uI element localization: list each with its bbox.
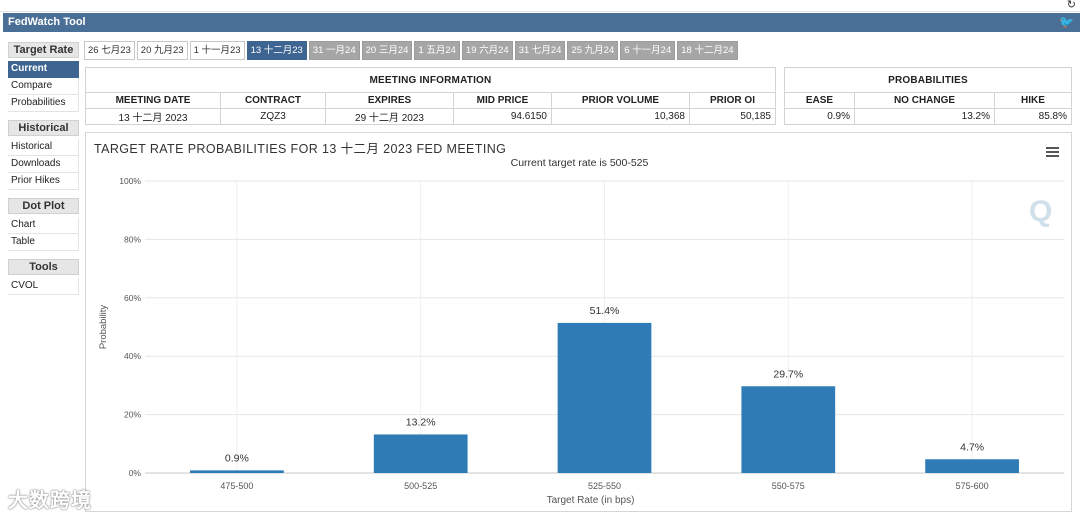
header-contract: CONTRACT	[220, 92, 326, 109]
sidebar-item-current[interactable]: Current	[8, 61, 79, 78]
refresh-icon[interactable]: ↻	[1066, 0, 1076, 11]
sidebar-section-header: Dot Plot	[8, 198, 79, 214]
sidebar-item-downloads[interactable]: Downloads	[8, 156, 79, 173]
probability-chart-panel: TARGET RATE PROBABILITIES FOR 13 十二月 202…	[85, 132, 1072, 512]
meeting-date-tab[interactable]: 25 九月24	[567, 41, 619, 60]
tool-title: FedWatch Tool	[8, 16, 86, 28]
header-expires: EXPIRES	[325, 92, 454, 109]
x-tick-label: 525-550	[588, 481, 621, 491]
x-tick-label: 475-500	[220, 481, 253, 491]
sidebar-item-prior-hikes[interactable]: Prior Hikes	[8, 173, 79, 190]
chart-title: TARGET RATE PROBABILITIES FOR 13 十二月 202…	[94, 142, 507, 156]
data-label: 13.2%	[406, 416, 436, 428]
meeting-date-tab[interactable]: 1 五月24	[414, 41, 460, 60]
x-tick-label: 550-575	[772, 481, 805, 491]
sidebar-item-chart[interactable]: Chart	[8, 217, 79, 234]
meeting-date-tab[interactable]: 31 七月24	[514, 41, 566, 60]
sidebar-section-header: Historical	[8, 120, 79, 136]
meeting-date-tab[interactable]: 6 十一月24	[620, 41, 676, 60]
sidebar-item-table[interactable]: Table	[8, 234, 79, 251]
meeting-date-tab[interactable]: 18 十二月24	[677, 41, 738, 60]
value-contract: ZQZ3	[220, 108, 326, 125]
y-tick-label: 100%	[119, 176, 141, 186]
probabilities-table: PROBABILITIES EASE NO CHANGE HIKE 0.9% 1…	[784, 67, 1072, 125]
value-mid-price: 94.6150	[453, 108, 552, 125]
data-label: 29.7%	[773, 368, 803, 380]
sidebar-item-probabilities[interactable]: Probabilities	[8, 95, 79, 112]
x-axis-title: Target Rate (in bps)	[547, 495, 635, 506]
meeting-date-tab[interactable]: 20 三月24	[361, 41, 413, 60]
value-prior-volume: 10,368	[551, 108, 690, 125]
y-tick-label: 20%	[124, 410, 141, 420]
y-tick-label: 80%	[124, 234, 141, 244]
header-meeting-date: MEETING DATE	[85, 92, 221, 109]
x-tick-label: 575-600	[956, 481, 989, 491]
meeting-date-tab[interactable]: 13 十二月23	[246, 41, 307, 60]
chart-menu-icon[interactable]	[1046, 147, 1059, 157]
sidebar-section-header: Target Rate	[8, 42, 79, 58]
chart-subtitle: Current target rate is 500-525	[510, 157, 649, 169]
sidebar-section-header: Tools	[8, 259, 79, 275]
browser-top-strip: ↻	[0, 0, 1080, 12]
meeting-information-table: MEETING INFORMATION MEETING DATE CONTRAC…	[85, 67, 776, 125]
watermark-text: 大数跨境	[8, 490, 92, 512]
bar-500-525	[373, 434, 468, 473]
header-prior-oi: PRIOR OI	[689, 92, 776, 109]
sidebar-item-cvol[interactable]: CVOL	[8, 278, 79, 295]
tool-title-bar: FedWatch Tool 🐦	[3, 13, 1080, 32]
meeting-date-tab[interactable]: 26 七月23	[84, 41, 135, 60]
header-prior-volume: PRIOR VOLUME	[551, 92, 690, 109]
sidebar-item-compare[interactable]: Compare	[8, 78, 79, 95]
meeting-date-tab[interactable]: 20 九月23	[136, 41, 188, 60]
quikstrike-logo: Q	[1029, 195, 1053, 228]
value-expires: 29 十二月 2023	[325, 108, 454, 125]
sidebar-nav: Target Rate Current Compare Probabilities Hi…	[8, 42, 79, 295]
data-label: 4.7%	[960, 441, 984, 453]
value-prior-oi: 50,185	[689, 108, 776, 125]
value-no-change: 13.2%	[854, 108, 995, 125]
y-tick-label: 40%	[124, 351, 141, 361]
value-meeting-date: 13 十二月 2023	[85, 108, 221, 125]
meeting-info-caption: MEETING INFORMATION	[85, 67, 776, 93]
bar-chart: 0% 20% 40% 60% 80% 100% 0.9% 475-500 13.2% 500-52…	[98, 176, 1064, 506]
data-label: 0.9%	[225, 452, 249, 464]
twitter-icon[interactable]: 🐦	[1059, 15, 1074, 29]
y-tick-label: 60%	[124, 293, 141, 303]
meeting-date-tab[interactable]: 1 十一月23	[189, 41, 245, 60]
header-ease: EASE	[784, 92, 855, 109]
value-hike: 85.8%	[994, 108, 1072, 125]
x-tick-label: 500-525	[404, 481, 437, 491]
bar-550-575	[741, 386, 836, 473]
y-axis-title: Probability	[98, 305, 109, 350]
y-tick-label: 0%	[129, 468, 142, 478]
header-hike: HIKE	[994, 92, 1072, 109]
value-ease: 0.9%	[784, 108, 855, 125]
header-mid-price: MID PRICE	[453, 92, 552, 109]
meeting-date-tab[interactable]: 31 一月24	[308, 41, 360, 60]
sidebar-item-historical[interactable]: Historical	[8, 139, 79, 156]
bar-475-500	[190, 470, 284, 473]
meeting-date-tabs: 26 七月23 20 九月23 1 十一月23 13 十二月23 31 一月24 20 三…	[84, 41, 738, 60]
bar-525-550	[557, 322, 652, 473]
bar-575-600	[925, 459, 1019, 473]
header-no-change: NO CHANGE	[854, 92, 995, 109]
data-label: 51.4%	[590, 305, 620, 317]
probabilities-caption: PROBABILITIES	[784, 67, 1072, 93]
meeting-date-tab[interactable]: 19 六月24	[461, 41, 513, 60]
